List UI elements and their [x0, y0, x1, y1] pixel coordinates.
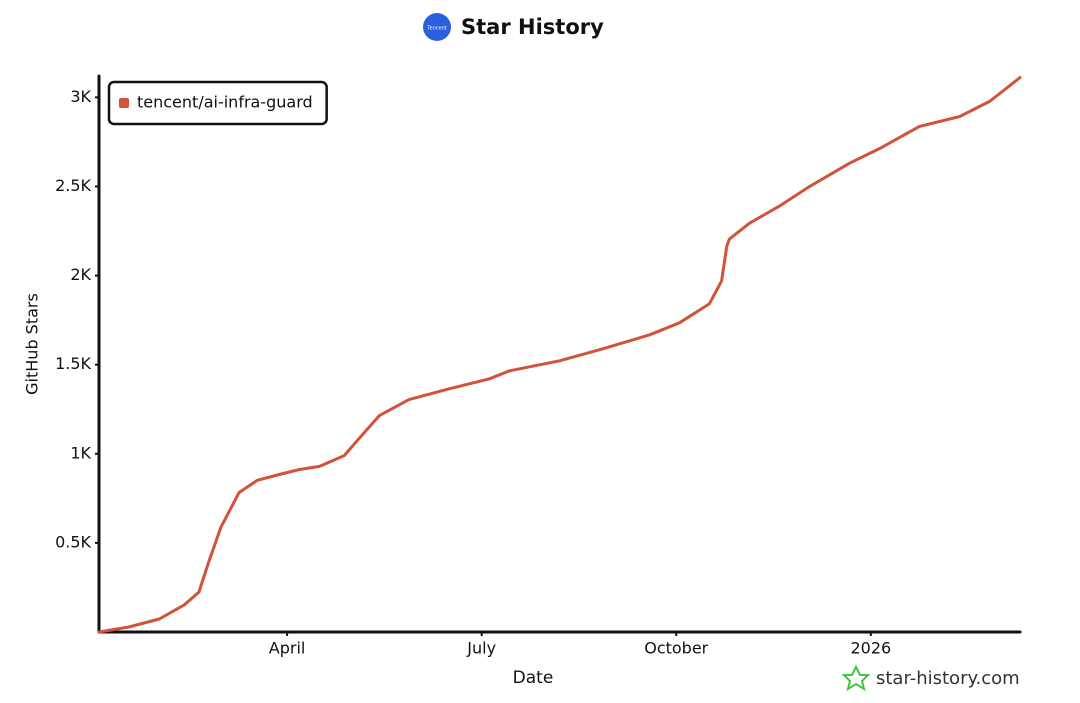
y-tick-label: 0.5K: [55, 532, 91, 551]
y-tick-label: 1.5K: [55, 354, 91, 373]
logo: [423, 13, 451, 41]
x-tick-label: 2026: [850, 639, 891, 658]
logo-text: Tencent: [426, 26, 446, 32]
watermark-icon: [841, 664, 871, 692]
chart-title: Star History: [461, 15, 604, 39]
y-axis-label: GitHub Stars: [23, 293, 42, 395]
y-tick-label: 1K: [70, 443, 91, 462]
y-tick-label: 3K: [70, 87, 91, 106]
series-line: [97, 76, 1022, 634]
x-tick-label: July: [466, 639, 496, 658]
watermark: star-history.com: [876, 668, 1020, 689]
x-tick-label: April: [269, 639, 306, 658]
legend-box: [107, 80, 328, 126]
x-tick-label: October: [644, 639, 708, 658]
legend-label: tencent/ai-infra-guard: [137, 93, 313, 112]
y-tick-label: 2K: [70, 265, 91, 284]
legend-swatch: [119, 98, 129, 108]
x-axis-label: Date: [513, 668, 554, 688]
y-tick-label: 2.5K: [55, 176, 91, 195]
